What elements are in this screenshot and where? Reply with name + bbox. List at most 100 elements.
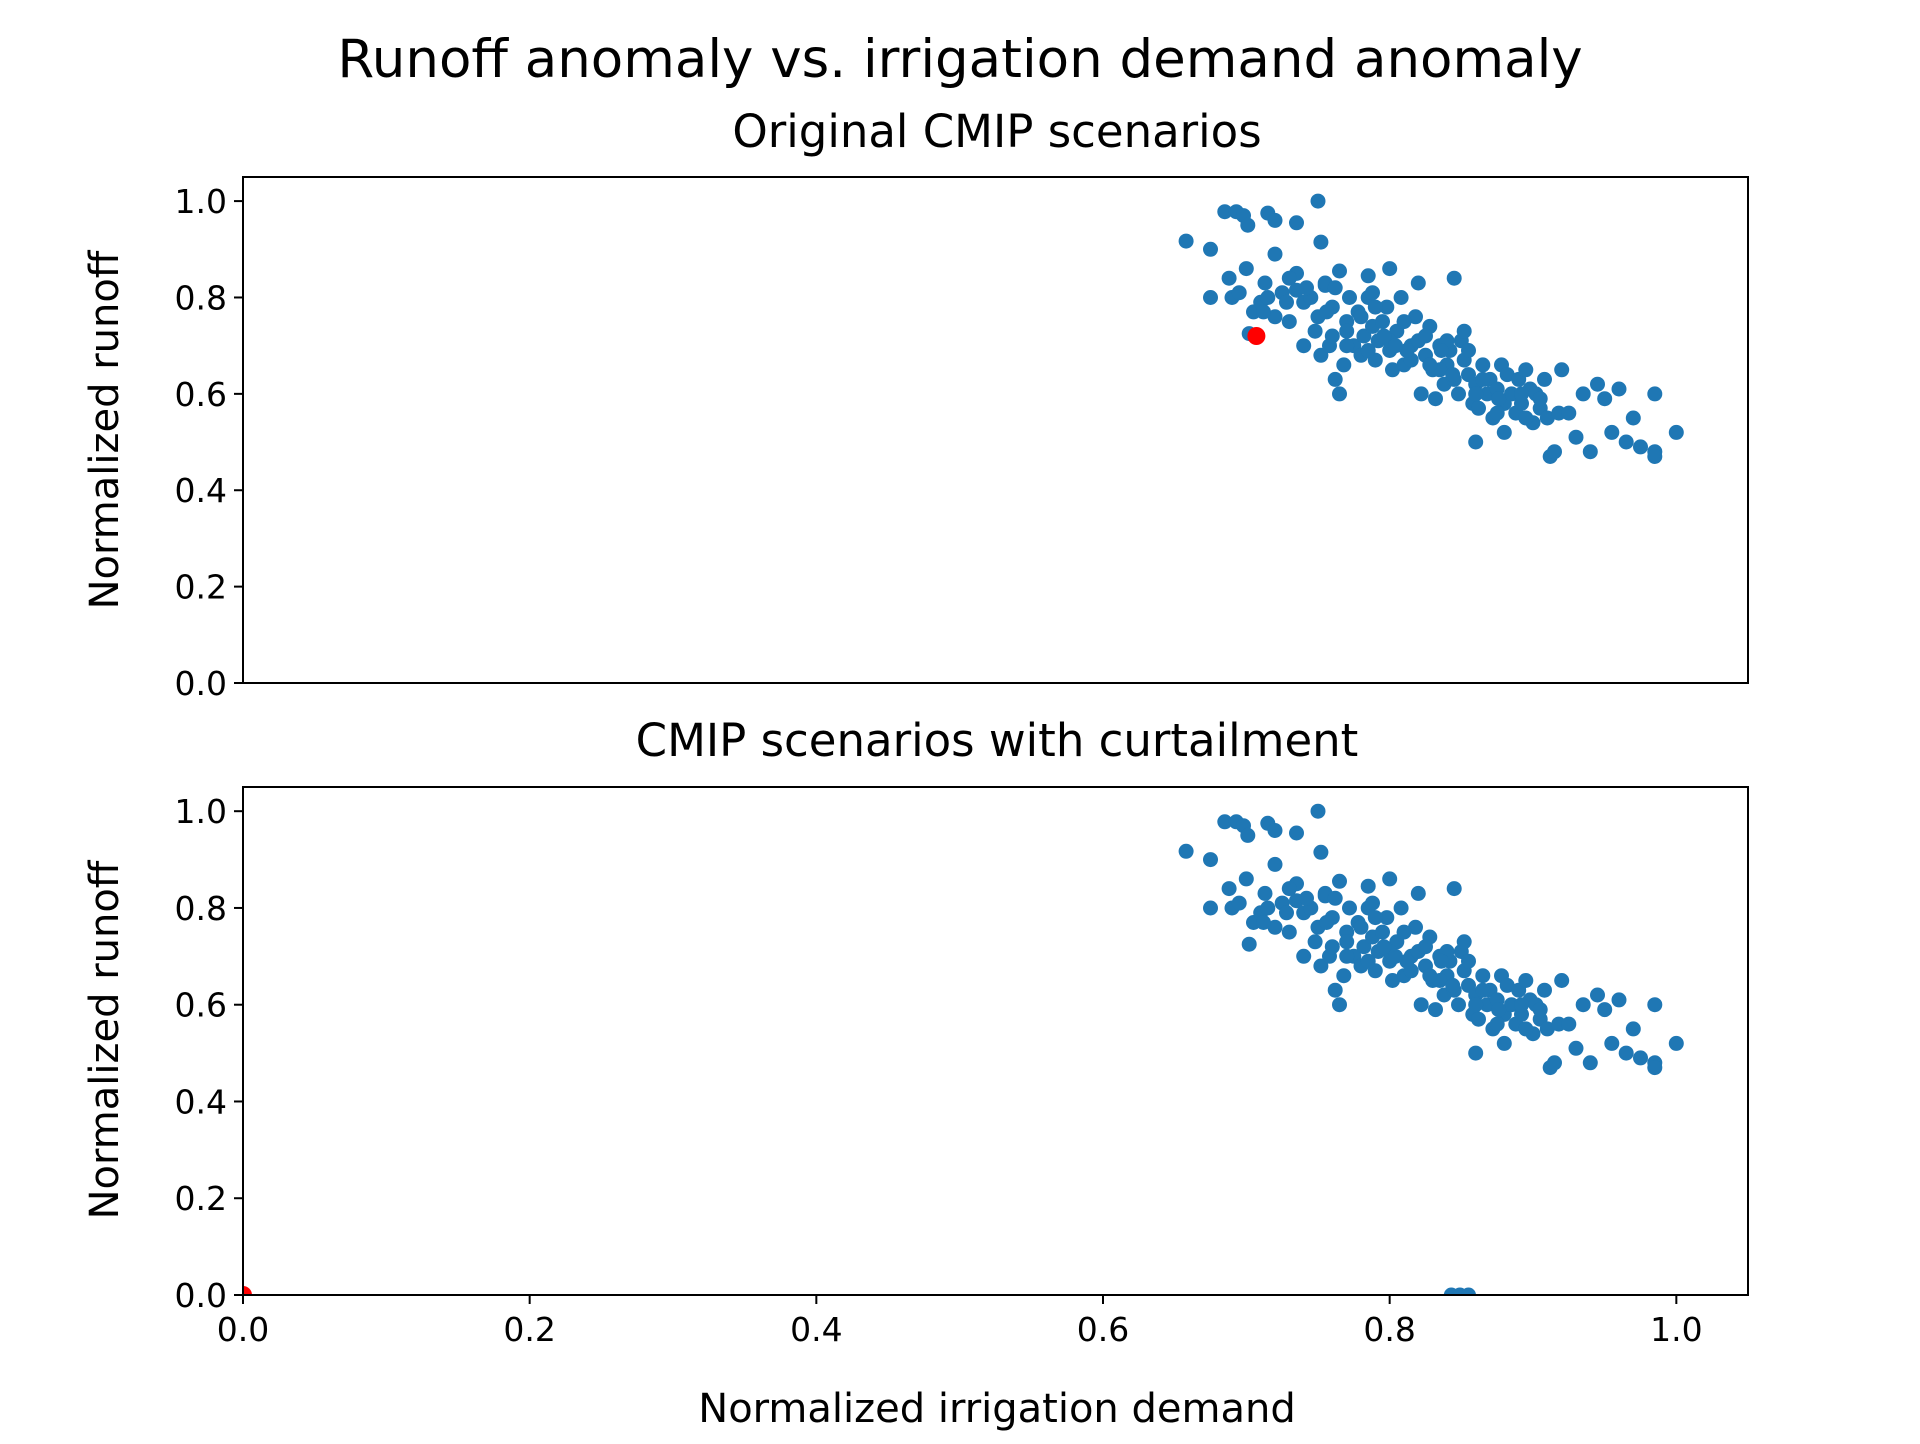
bottom-panel-point (1257, 885, 1273, 901)
top-panel-point (1356, 328, 1372, 344)
top-panel-point (1385, 362, 1400, 378)
bottom-panel-point (1279, 905, 1294, 921)
bottom-panel-point (1267, 919, 1283, 935)
top-panel-point (1446, 270, 1462, 286)
bottom-panel-y-tick-label: 0.2 (175, 1179, 227, 1218)
bottom-panel-point (1461, 953, 1476, 969)
top-panel-point (1554, 362, 1570, 378)
bottom-panel-point (1532, 1002, 1548, 1018)
top-panel-point (1433, 343, 1449, 358)
bottom-panel-point (1647, 997, 1663, 1013)
bottom-panel-point (1260, 900, 1276, 916)
bottom-panel-point (1256, 915, 1271, 930)
top-panel-point (1468, 434, 1484, 450)
top-panel-point (1339, 323, 1355, 339)
bottom-panel-point (1353, 919, 1369, 935)
bottom-panel-point (1319, 915, 1335, 930)
top-panel-point (1382, 261, 1398, 277)
bottom-panel-point (1289, 825, 1304, 841)
top-panel-point (1365, 285, 1380, 301)
top-panel-point (1668, 424, 1684, 440)
top-panel-point (1203, 241, 1218, 257)
bottom-panel-point (1422, 968, 1438, 984)
bottom-panel-point (1408, 919, 1423, 935)
top-panel-point (1339, 338, 1355, 354)
bottom-panel-point (1379, 910, 1395, 926)
bottom-panel-point (1299, 890, 1314, 906)
bottom-panel-y-tick-label: 1.0 (175, 792, 227, 831)
bottom-panel-point (1339, 934, 1355, 950)
bottom-panel-x-tick-label: 0.4 (790, 1310, 842, 1349)
bottom-panel-point (1387, 948, 1403, 964)
bottom-panel-point (1461, 1287, 1476, 1295)
bottom-panel-point (1217, 814, 1233, 830)
top-panel-y-tick-label: 0.8 (175, 278, 227, 317)
top-panel-point (1461, 343, 1476, 358)
top-panel-point (1422, 357, 1438, 373)
top-panel-point (1281, 270, 1297, 286)
bottom-panel-point (1468, 997, 1484, 1013)
bottom-panel: CMIP scenarios with curtailment 0.00.20.… (82, 714, 1749, 1432)
top-panel-point (1418, 328, 1433, 344)
bottom-panel-point (1625, 1021, 1641, 1037)
bottom-panel-point (1231, 895, 1247, 911)
bottom-panel-point (1499, 977, 1515, 993)
bottom-panel-point (1356, 939, 1372, 955)
bottom-panel-point (1313, 844, 1329, 860)
bottom-panel-point (1518, 973, 1534, 988)
bottom-panel-x-tick-label: 1.0 (1650, 1310, 1702, 1349)
top-panel-point (1327, 371, 1343, 387)
top-panel-point (1376, 328, 1392, 344)
bottom-panel-x-ticks: 0.0 0.2 0.4 0.6 0.8 1.0 (217, 1295, 1703, 1349)
top-panel-highlight-point (1247, 327, 1266, 345)
bottom-panel-point (1267, 823, 1283, 838)
top-panel-point (1296, 338, 1312, 354)
top-panel-point (1604, 424, 1620, 440)
top-panel-point (1547, 444, 1562, 460)
bottom-panel-point (1307, 934, 1323, 950)
bottom-panel-y-tick-label: 0.6 (175, 986, 227, 1025)
bottom-panel-point (1393, 900, 1409, 916)
top-panel-point (1561, 405, 1577, 421)
bottom-panel-point (1554, 973, 1570, 988)
top-panel-point (1625, 410, 1641, 426)
top-panel-point (1539, 410, 1555, 426)
bottom-panel-point (1332, 997, 1347, 1013)
top-panel-point (1468, 386, 1484, 402)
bottom-panel-point (1611, 992, 1627, 1008)
bottom-panel-point (1385, 973, 1400, 988)
bottom-panel-x-tick-label: 0.8 (1363, 1310, 1415, 1349)
top-panel-point (1327, 280, 1343, 296)
bottom-panel-point (1365, 895, 1380, 911)
bottom-panel-xlabel: Normalized irrigation demand (698, 1386, 1295, 1432)
bottom-panel-x-tick-label: 0.6 (1077, 1310, 1129, 1349)
top-panel-point (1491, 391, 1507, 407)
bottom-panel-frame (242, 786, 1749, 1296)
bottom-panel-point (1281, 924, 1297, 940)
bottom-panel-point (1489, 1016, 1505, 1032)
top-panel-point (1360, 268, 1376, 284)
bottom-panel-point (1238, 871, 1254, 887)
top-panel-point (1597, 391, 1613, 407)
bottom-panel-point (1367, 910, 1383, 926)
top-panel-point (1451, 386, 1466, 402)
bottom-panel-point (1410, 885, 1426, 901)
bottom-panel-point (1296, 948, 1312, 964)
top-panel-point (1393, 290, 1409, 305)
top-panel-point (1256, 304, 1271, 320)
top-panel-point (1299, 280, 1314, 296)
bottom-panel-point (1267, 856, 1283, 872)
bottom-panel-point (1413, 997, 1429, 1013)
bottom-panel-x-tick-label: 0.0 (217, 1310, 269, 1349)
top-panel-point (1310, 193, 1326, 209)
bottom-panel-point (1221, 881, 1237, 897)
top-panel-point (1313, 347, 1329, 363)
top-panel-point (1514, 386, 1529, 402)
bottom-panel-point (1471, 1011, 1486, 1027)
top-panel-point (1324, 328, 1340, 344)
top-panel-point (1532, 391, 1548, 407)
top-panel-y-ticks: 0.0 0.2 0.4 0.6 0.8 1.0 (175, 182, 243, 703)
top-panel-point (1289, 215, 1304, 231)
